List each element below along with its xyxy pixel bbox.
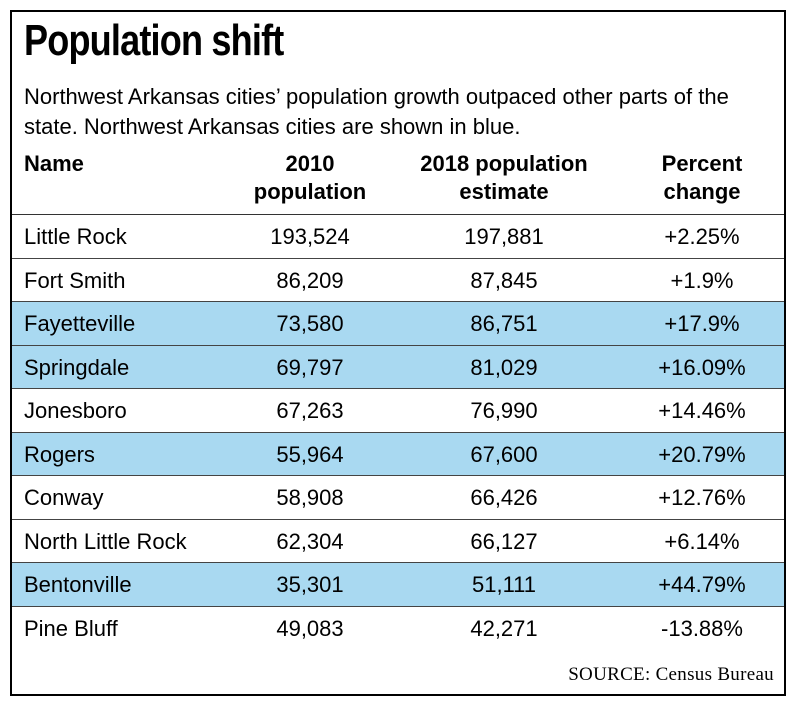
cell-2010-population: 67,263 [276, 398, 344, 423]
header-percent-change: Percent change [661, 151, 743, 204]
cell-name: Rogers [24, 441, 95, 467]
table-row: North Little Rock 62,304 66,127 +6.14% [12, 520, 784, 563]
cell-2010-population: 55,964 [276, 441, 344, 467]
cell-percent-change: +16.09% [658, 354, 746, 380]
cell-name: Bentonville [24, 572, 132, 597]
cell-2010-population: 58,908 [276, 485, 344, 510]
chart-subtitle: Northwest Arkansas cities’ population gr… [24, 84, 729, 139]
cell-2010-population: 193,524 [270, 224, 350, 249]
graphic-frame: Population shift Northwest Arkansas citi… [10, 10, 786, 696]
cell-2010-population: 69,797 [276, 354, 344, 380]
table-row: Pine Bluff 49,083 42,271 -13.88% [12, 607, 784, 651]
cell-name: North Little Rock [24, 528, 187, 554]
source-note: SOURCE: Census Bureau [568, 664, 774, 685]
table-body: Little Rock 193,524 197,881 +2.25% Fort Smit… [12, 215, 784, 650]
cell-percent-change: +20.79% [658, 441, 746, 467]
table-row: Springdale 69,797 81,029 +16.09% [12, 345, 784, 389]
cell-name: Springdale [24, 354, 130, 380]
table-row: Little Rock 193,524 197,881 +2.25% [12, 215, 784, 259]
cell-percent-change: +12.76% [658, 485, 746, 510]
cell-2018-population: 86,751 [470, 311, 538, 336]
cell-name: Jonesboro [24, 398, 127, 423]
cell-2010-population: 62,304 [276, 528, 344, 554]
table-row: Conway 58,908 66,426 +12.76% [12, 476, 784, 520]
cell-2018-population: 51,111 [471, 572, 537, 597]
table-row: Fort Smith 86,209 87,845 +1.9% [12, 259, 784, 302]
table-row: Bentonville 35,301 51,111 +44.79% [12, 563, 784, 607]
cell-2010-population: 86,209 [276, 267, 344, 293]
table-row: Fayetteville 73,580 86,751 +17.9% [12, 302, 784, 346]
table-header: Name 2010 population 2018 population est… [12, 150, 784, 215]
cell-name: Fort Smith [24, 267, 126, 293]
chart-title: Population shift [24, 16, 284, 65]
cell-percent-change: +14.46% [658, 398, 746, 423]
cell-2010-population: 49,083 [276, 615, 344, 641]
cell-percent-change: +17.9% [664, 311, 740, 336]
cell-name: Fayetteville [24, 311, 136, 336]
cell-2018-population: 197,881 [464, 224, 544, 249]
cell-name: Conway [24, 485, 104, 510]
cell-2010-population: 35,301 [276, 572, 344, 597]
table-row: Rogers 55,964 67,600 +20.79% [12, 432, 784, 476]
cell-name: Pine Bluff [24, 615, 118, 641]
cell-percent-change: +44.79% [658, 572, 746, 597]
cell-2018-population: 42,271 [470, 615, 538, 641]
cell-percent-change: +2.25% [664, 224, 740, 249]
header-2018-population-estimate: 2018 population estimate [420, 151, 588, 204]
cell-2010-population: 73,580 [276, 311, 344, 336]
cell-percent-change: +6.14% [664, 528, 740, 554]
cell-name: Little Rock [24, 224, 127, 249]
cell-percent-change: +1.9% [670, 267, 734, 293]
cell-2018-population: 66,127 [470, 528, 538, 554]
cell-2018-population: 81,029 [470, 354, 538, 380]
cell-2018-population: 66,426 [470, 485, 538, 510]
table-row: Jonesboro 67,263 76,990 +14.46% [12, 389, 784, 433]
cell-2018-population: 67,600 [470, 441, 538, 467]
header-name: Name [24, 151, 84, 176]
header-2010-population: 2010 population [253, 151, 367, 204]
cell-2018-population: 76,990 [470, 398, 538, 423]
cell-2018-population: 87,845 [470, 267, 538, 293]
cell-percent-change: -13.88% [661, 615, 743, 641]
